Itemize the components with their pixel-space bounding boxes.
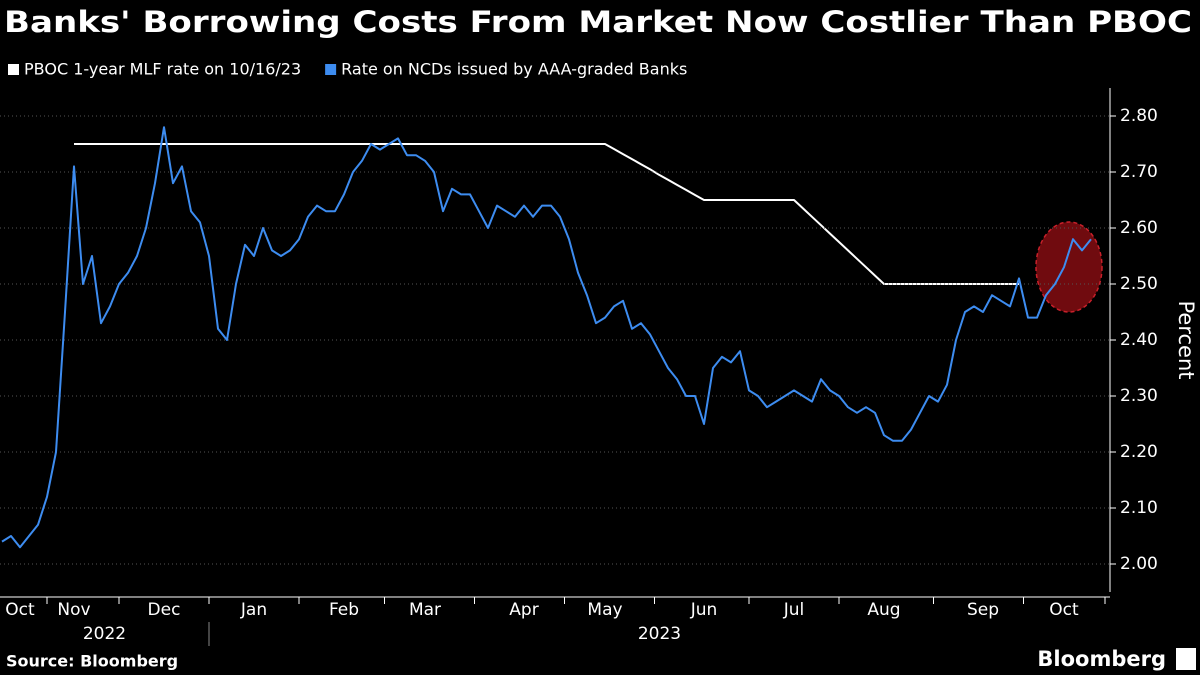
- logo: Bloomberg: [1037, 647, 1166, 671]
- y-tick-label: 2.80: [1120, 106, 1158, 126]
- x-tick-label: Mar: [409, 600, 441, 620]
- y-axis-title: Percent: [1174, 300, 1198, 379]
- series-line: [74, 143, 1019, 285]
- x-tick-label: Jan: [240, 600, 267, 620]
- legend-label: PBOC 1-year MLF rate on 10/16/23: [24, 60, 301, 79]
- x-tick-label: Oct: [1049, 600, 1079, 620]
- y-tick-label: 2.50: [1120, 274, 1158, 294]
- x-tick-label: Nov: [57, 600, 90, 620]
- y-tick-label: 2.70: [1120, 162, 1158, 182]
- x-tick-label: Apr: [509, 600, 538, 620]
- x-tick-label: Aug: [867, 600, 900, 620]
- y-tick-label: 2.60: [1120, 218, 1158, 238]
- x-tick-label: Dec: [148, 600, 181, 620]
- y-tick-label: 2.20: [1120, 442, 1158, 462]
- year-label: 2023: [638, 624, 681, 644]
- logo-icon: [1176, 648, 1196, 670]
- x-tick-label: May: [587, 600, 622, 620]
- highlight-ellipse: [1035, 221, 1103, 313]
- chart-title: Banks' Borrowing Costs From Market Now C…: [4, 5, 1192, 39]
- series-line: [1, 126, 1092, 549]
- x-tick-label: Oct: [5, 600, 35, 620]
- legend-label: Rate on NCDs issued by AAA-graded Banks: [341, 60, 687, 79]
- x-tick-label: Jun: [690, 600, 718, 620]
- x-tick-label: Jul: [783, 600, 805, 620]
- x-tick-label: Sep: [967, 600, 999, 620]
- y-tick-label: 2.00: [1120, 554, 1158, 574]
- legend-swatch: [8, 64, 19, 75]
- y-tick-label: 2.10: [1120, 498, 1158, 518]
- y-tick-label: 2.40: [1120, 330, 1158, 350]
- legend-swatch: [325, 64, 337, 75]
- y-tick-label: 2.30: [1120, 386, 1158, 406]
- x-tick-label: Feb: [329, 600, 359, 620]
- source: Source: Bloomberg: [6, 652, 178, 671]
- year-label: 2022: [83, 624, 126, 644]
